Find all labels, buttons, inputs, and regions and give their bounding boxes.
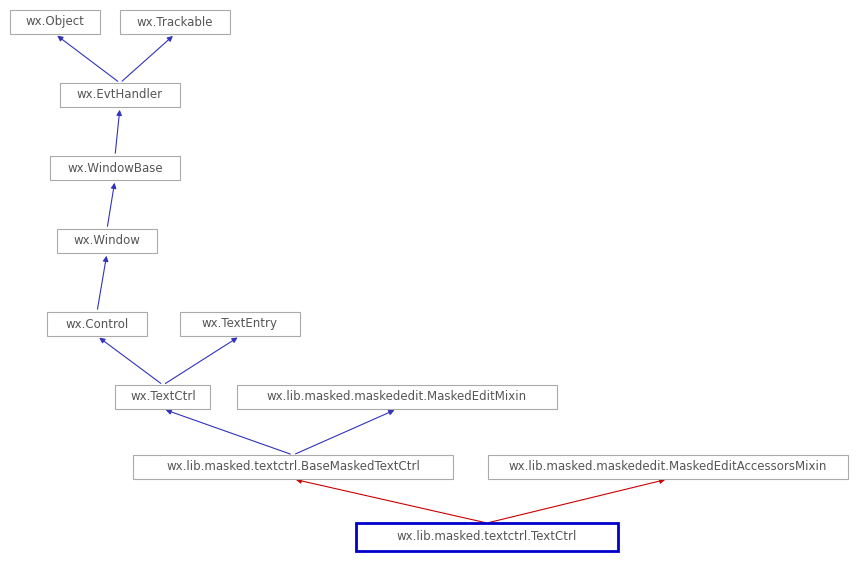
- Text: wx.Trackable: wx.Trackable: [137, 16, 213, 28]
- Text: wx.EvtHandler: wx.EvtHandler: [77, 88, 163, 102]
- Bar: [116, 385, 211, 409]
- Bar: [50, 156, 180, 180]
- Bar: [120, 10, 230, 34]
- Bar: [47, 312, 147, 336]
- Bar: [488, 455, 848, 479]
- Text: wx.lib.masked.textctrl.TextCtrl: wx.lib.masked.textctrl.TextCtrl: [397, 530, 577, 543]
- Text: wx.lib.masked.maskededit.MaskedEditAccessorsMixin: wx.lib.masked.maskededit.MaskedEditAcces…: [509, 461, 827, 474]
- Text: wx.WindowBase: wx.WindowBase: [67, 162, 163, 174]
- Text: wx.TextEntry: wx.TextEntry: [202, 317, 278, 331]
- Text: wx.lib.masked.maskededit.MaskedEditMixin: wx.lib.masked.maskededit.MaskedEditMixin: [267, 390, 527, 403]
- Bar: [133, 455, 453, 479]
- Text: wx.Object: wx.Object: [26, 16, 85, 28]
- Bar: [57, 229, 157, 253]
- Bar: [10, 10, 100, 34]
- Bar: [356, 523, 618, 551]
- Bar: [180, 312, 300, 336]
- Bar: [237, 385, 557, 409]
- Text: wx.lib.masked.textctrl.BaseMaskedTextCtrl: wx.lib.masked.textctrl.BaseMaskedTextCtr…: [166, 461, 420, 474]
- Text: wx.Window: wx.Window: [74, 235, 141, 248]
- Bar: [60, 83, 180, 107]
- Text: wx.TextCtrl: wx.TextCtrl: [130, 390, 196, 403]
- Text: wx.Control: wx.Control: [65, 317, 129, 331]
